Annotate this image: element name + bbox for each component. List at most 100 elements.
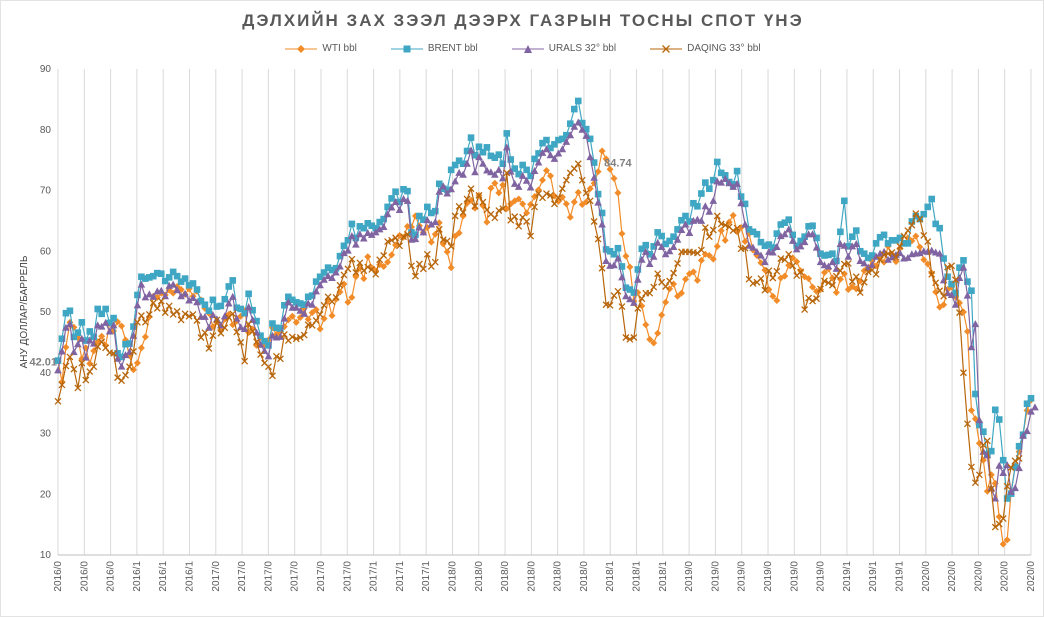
data-point (832, 289, 840, 297)
data-point (904, 253, 912, 261)
data-point (265, 342, 272, 349)
data-point (491, 214, 499, 222)
data-point (709, 255, 717, 263)
data-point (987, 485, 995, 493)
data-point (415, 223, 424, 231)
data-point (268, 331, 277, 339)
data-point (757, 251, 765, 259)
data-point (62, 343, 70, 351)
data-point (340, 271, 348, 279)
data-point (380, 262, 388, 270)
data-point (161, 309, 169, 317)
data-point (379, 222, 388, 230)
data-point (165, 302, 173, 310)
data-point (169, 310, 177, 318)
data-point (232, 314, 241, 322)
data-point (606, 247, 614, 255)
data-point (653, 238, 662, 246)
data-point (622, 284, 630, 291)
data-point (868, 252, 876, 259)
y-tick-label: 90 (40, 64, 52, 75)
data-point (626, 286, 634, 293)
data-point (404, 187, 411, 195)
data-point (809, 283, 817, 291)
x-tick-label: 2016/1 (132, 561, 143, 592)
data-point (138, 273, 145, 281)
chart-legend: WTI bbl BRENT bbl URALS 32° bbl DAQING 3… (1, 43, 1043, 54)
data-point (987, 447, 995, 455)
x-tick-label: 2018/0 (526, 561, 537, 592)
x-tick-label: 2019/0 (684, 561, 695, 592)
data-point (526, 183, 535, 191)
data-point (832, 272, 840, 280)
data-point (113, 354, 122, 362)
data-point (630, 289, 638, 296)
data-point (336, 281, 344, 289)
data-point (642, 321, 650, 329)
data-point (245, 290, 252, 298)
data-point (273, 324, 280, 332)
y-tick-label: 30 (40, 429, 52, 440)
data-point (110, 349, 118, 357)
data-point (451, 212, 459, 220)
data-point (932, 279, 940, 287)
data-point (142, 275, 149, 282)
data-point (475, 153, 483, 161)
x-tick-label: 2018/0 (447, 561, 458, 592)
data-point (860, 278, 868, 286)
data-point (292, 298, 300, 306)
data-point (1015, 454, 1023, 462)
data-point (316, 310, 324, 318)
data-point (670, 233, 677, 240)
data-point (1011, 484, 1019, 492)
data-point (602, 246, 610, 253)
data-point (948, 280, 955, 288)
data-point (531, 193, 539, 201)
x-tick-label: 2016/0 (79, 561, 90, 592)
data-point (598, 220, 606, 228)
data-point (169, 280, 177, 288)
data-point (959, 263, 968, 271)
data-point (443, 237, 451, 245)
data-point (384, 203, 391, 211)
data-point (308, 309, 316, 317)
data-point (836, 267, 844, 275)
legend-swatch-brent (390, 45, 423, 52)
data-point (352, 269, 360, 276)
data-point (976, 421, 983, 429)
data-point (674, 226, 681, 233)
data-point (483, 144, 491, 151)
data-point (62, 323, 70, 331)
data-point (657, 242, 666, 250)
data-point (491, 170, 499, 178)
data-point (690, 199, 697, 207)
data-point (995, 461, 1004, 469)
data-point (479, 198, 487, 206)
data-point (499, 181, 507, 189)
data-point (141, 333, 149, 341)
legend-item-wti: WTI bbl (285, 43, 357, 54)
data-point (360, 234, 368, 242)
data-point (388, 251, 396, 259)
data-point (471, 204, 479, 212)
data-point (360, 275, 368, 283)
data-point (781, 256, 789, 264)
data-point (515, 222, 523, 230)
data-point (312, 317, 320, 324)
data-point (725, 218, 733, 226)
data-point (364, 253, 372, 261)
data-point (221, 324, 229, 332)
data-point (769, 292, 777, 300)
data-point (487, 152, 495, 160)
data-point (955, 273, 964, 281)
data-point (280, 331, 288, 338)
data-point (530, 167, 539, 175)
data-point (105, 327, 114, 335)
x-tick-label: 2016/0 (53, 561, 64, 592)
data-point (213, 303, 221, 310)
data-point (586, 153, 594, 161)
data-point (257, 351, 265, 358)
data-point (97, 322, 106, 330)
data-point (459, 212, 467, 220)
data-point (261, 337, 268, 345)
